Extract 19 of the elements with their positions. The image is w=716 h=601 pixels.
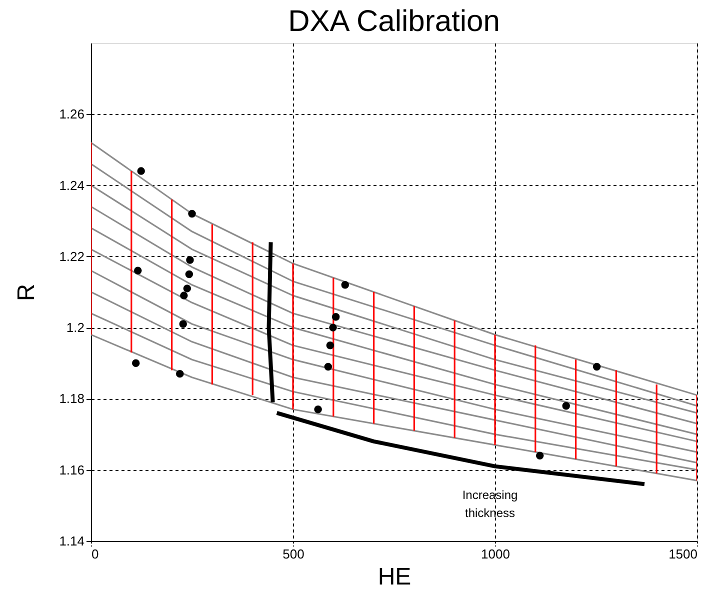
x-tick-label: 1500 bbox=[668, 546, 698, 562]
y-tick-label: 1.16 bbox=[59, 462, 84, 478]
x-tick-label: 1000 bbox=[481, 546, 510, 562]
y-tick-label: 1.26 bbox=[59, 106, 84, 122]
annotation: Increasing thickness bbox=[462, 488, 518, 520]
y-tick-label: 1.18 bbox=[59, 391, 84, 406]
line-series bbox=[91, 334, 697, 482]
chart-title: DXA Calibration bbox=[288, 5, 500, 38]
y-tick-label: 1.24 bbox=[59, 178, 84, 193]
y-axis-title: R bbox=[13, 284, 40, 302]
y-tick-label: 1.2 bbox=[66, 320, 84, 336]
line-series bbox=[91, 291, 697, 464]
x-tick-label: 500 bbox=[282, 546, 304, 562]
x-axis-title: HE bbox=[378, 564, 412, 590]
y-tick-label: 1.14 bbox=[59, 534, 84, 548]
line-series bbox=[91, 270, 697, 453]
x-tick-label: 0 bbox=[92, 546, 99, 562]
y-tick-label: 1.22 bbox=[59, 248, 84, 264]
line-series bbox=[91, 312, 697, 471]
